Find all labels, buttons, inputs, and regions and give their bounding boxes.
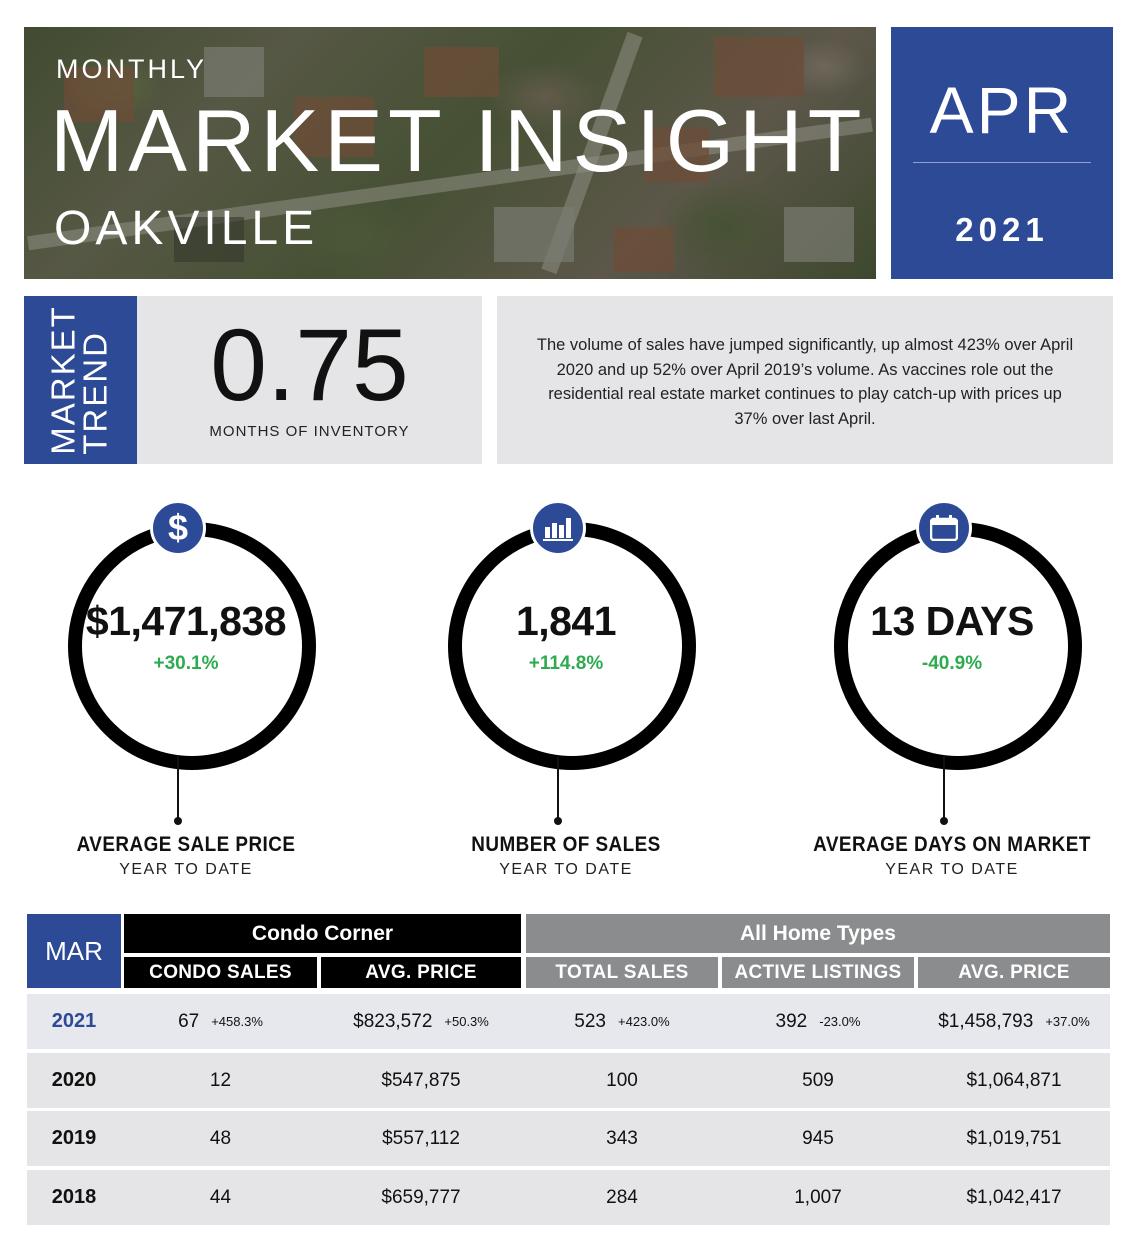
cell-avg-price: $1,042,417 [966, 1186, 1062, 1208]
date-box: APR 2021 [891, 27, 1113, 279]
cell-change: +37.0% [1045, 1014, 1090, 1029]
cell-total-sales: 284 [606, 1186, 638, 1208]
cell-total-sales: 100 [606, 1069, 638, 1091]
cell-change: +423.0% [618, 1014, 670, 1029]
market-trend-label-text: MARKET TREND [44, 305, 114, 455]
cell-value: 523 [574, 1010, 606, 1032]
calendar-icon [916, 500, 972, 556]
stat-value: $1,471,838 [85, 598, 287, 644]
table-row: 2019 48 $557,112 343 945 $1,019,751 [27, 1111, 1110, 1166]
months-of-inventory-value: 0.75 [210, 308, 409, 422]
market-trend-label: MARKET TREND [24, 296, 137, 464]
stat-ring [448, 522, 696, 770]
cell-condo-price: $557,112 [382, 1127, 460, 1149]
cell-active-listings: 1,007 [794, 1186, 842, 1208]
cell-condo-sales: 12 [209, 1069, 232, 1091]
stat-sublabel: YEAR TO DATE [499, 861, 633, 878]
column-header-condo-avg-price: AVG. PRICE [321, 957, 521, 988]
stat-connector-dot [174, 817, 182, 825]
page-title: MARKET INSIGHT [50, 91, 867, 190]
trend-description: The volume of sales have jumped signific… [536, 336, 1074, 428]
stat-value: 13 DAYS [870, 598, 1034, 644]
cell-value: 67 [178, 1010, 200, 1032]
stat-number-of-sales: 1,841 +114.8% NUMBER OF SALES YEAR TO DA… [416, 500, 716, 890]
date-divider [913, 162, 1091, 163]
stat-average-days-on-market: 13 DAYS -40.9% AVERAGE DAYS ON MARKET YE… [802, 500, 1102, 890]
stat-label: NUMBER OF SALES [471, 833, 661, 856]
cell-value: $823,572 [353, 1010, 433, 1032]
column-header-condo-sales: CONDO SALES [124, 957, 317, 988]
cell-condo-price: $823,572 +50.3% [321, 994, 521, 1049]
stat-sublabel: YEAR TO DATE [885, 861, 1019, 878]
table-row: 2018 44 $659,777 284 1,007 $1,042,417 [27, 1170, 1110, 1225]
bar-chart-icon [530, 500, 586, 556]
stat-connector [943, 756, 945, 818]
city-name: OAKVILLE [54, 202, 319, 255]
column-header-avg-price: AVG. PRICE [918, 957, 1110, 988]
hero-banner: MONTHLY MARKET INSIGHT OAKVILLE [24, 27, 876, 279]
cell-change: -23.0% [819, 1014, 861, 1029]
stat-change: +30.1% [153, 653, 219, 674]
cell-condo-sales: 67 +458.3% [124, 994, 317, 1049]
stat-value: 1,841 [515, 598, 617, 644]
market-trend-label-line1: MARKET [44, 305, 82, 455]
stat-average-sale-price: $ $1,471,838 +30.1% AVERAGE SALE PRICE Y… [36, 500, 336, 890]
stat-connector-dot [554, 817, 562, 825]
cell-condo-price: $547,875 [381, 1069, 461, 1091]
trend-description-panel: The volume of sales have jumped signific… [497, 296, 1113, 464]
market-trend-label-line2: TREND [77, 331, 114, 455]
stat-label: AVERAGE SALE PRICE [76, 833, 296, 856]
cell-change: +50.3% [444, 1014, 489, 1029]
report-year: 2021 [955, 211, 1049, 248]
stat-label: AVERAGE DAYS ON MARKET [813, 833, 1091, 856]
cell-value: 392 [775, 1010, 808, 1032]
cell-condo-sales: 48 [209, 1127, 232, 1149]
stat-change: -40.9% [921, 653, 983, 674]
row-year: 2020 [51, 1069, 97, 1091]
cell-change: +458.3% [211, 1014, 263, 1029]
cell-total-sales: 343 [606, 1127, 638, 1149]
stat-ring [834, 522, 1082, 770]
all-home-types-header: All Home Types [526, 914, 1110, 953]
row-year: 2018 [51, 1186, 97, 1208]
cell-condo-price: $659,777 [381, 1186, 461, 1208]
table-row: 2021 67 +458.3% $823,572 +50.3% 523 +423… [27, 994, 1110, 1049]
report-month: APR [929, 73, 1075, 147]
table-row: 2020 12 $547,875 100 509 $1,064,871 [27, 1053, 1110, 1108]
cell-condo-sales: 44 [209, 1186, 232, 1208]
cell-avg-price: $1,064,871 [966, 1069, 1062, 1091]
condo-corner-header: Condo Corner [124, 914, 521, 953]
hero-kicker: MONTHLY [56, 54, 208, 84]
cell-avg-price: $1,458,793 +37.0% [918, 994, 1110, 1049]
row-year: 2021 [51, 1010, 97, 1032]
table-period-header: MAR [27, 914, 121, 988]
trend-value-panel: 0.75 MONTHS OF INVENTORY [137, 296, 482, 464]
stat-sublabel: YEAR TO DATE [119, 861, 253, 878]
stat-connector-dot [940, 817, 948, 825]
stat-connector [557, 756, 559, 818]
stat-ring [68, 522, 316, 770]
stat-connector [177, 756, 179, 818]
months-of-inventory-label: MONTHS OF INVENTORY [209, 423, 410, 440]
cell-active-listings: 392 -23.0% [722, 994, 914, 1049]
cell-avg-price: $1,019,751 [966, 1127, 1062, 1149]
column-header-total-sales: TOTAL SALES [526, 957, 718, 988]
row-year: 2019 [51, 1127, 97, 1149]
cell-active-listings: 945 [802, 1127, 834, 1149]
cell-total-sales: 523 +423.0% [526, 994, 718, 1049]
column-header-active-listings: ACTIVE LISTINGS [722, 957, 914, 988]
dollar-icon: $ [150, 500, 206, 556]
cell-value: $1,458,793 [938, 1010, 1034, 1032]
cell-active-listings: 509 [802, 1069, 834, 1091]
stat-change: +114.8% [528, 653, 604, 674]
